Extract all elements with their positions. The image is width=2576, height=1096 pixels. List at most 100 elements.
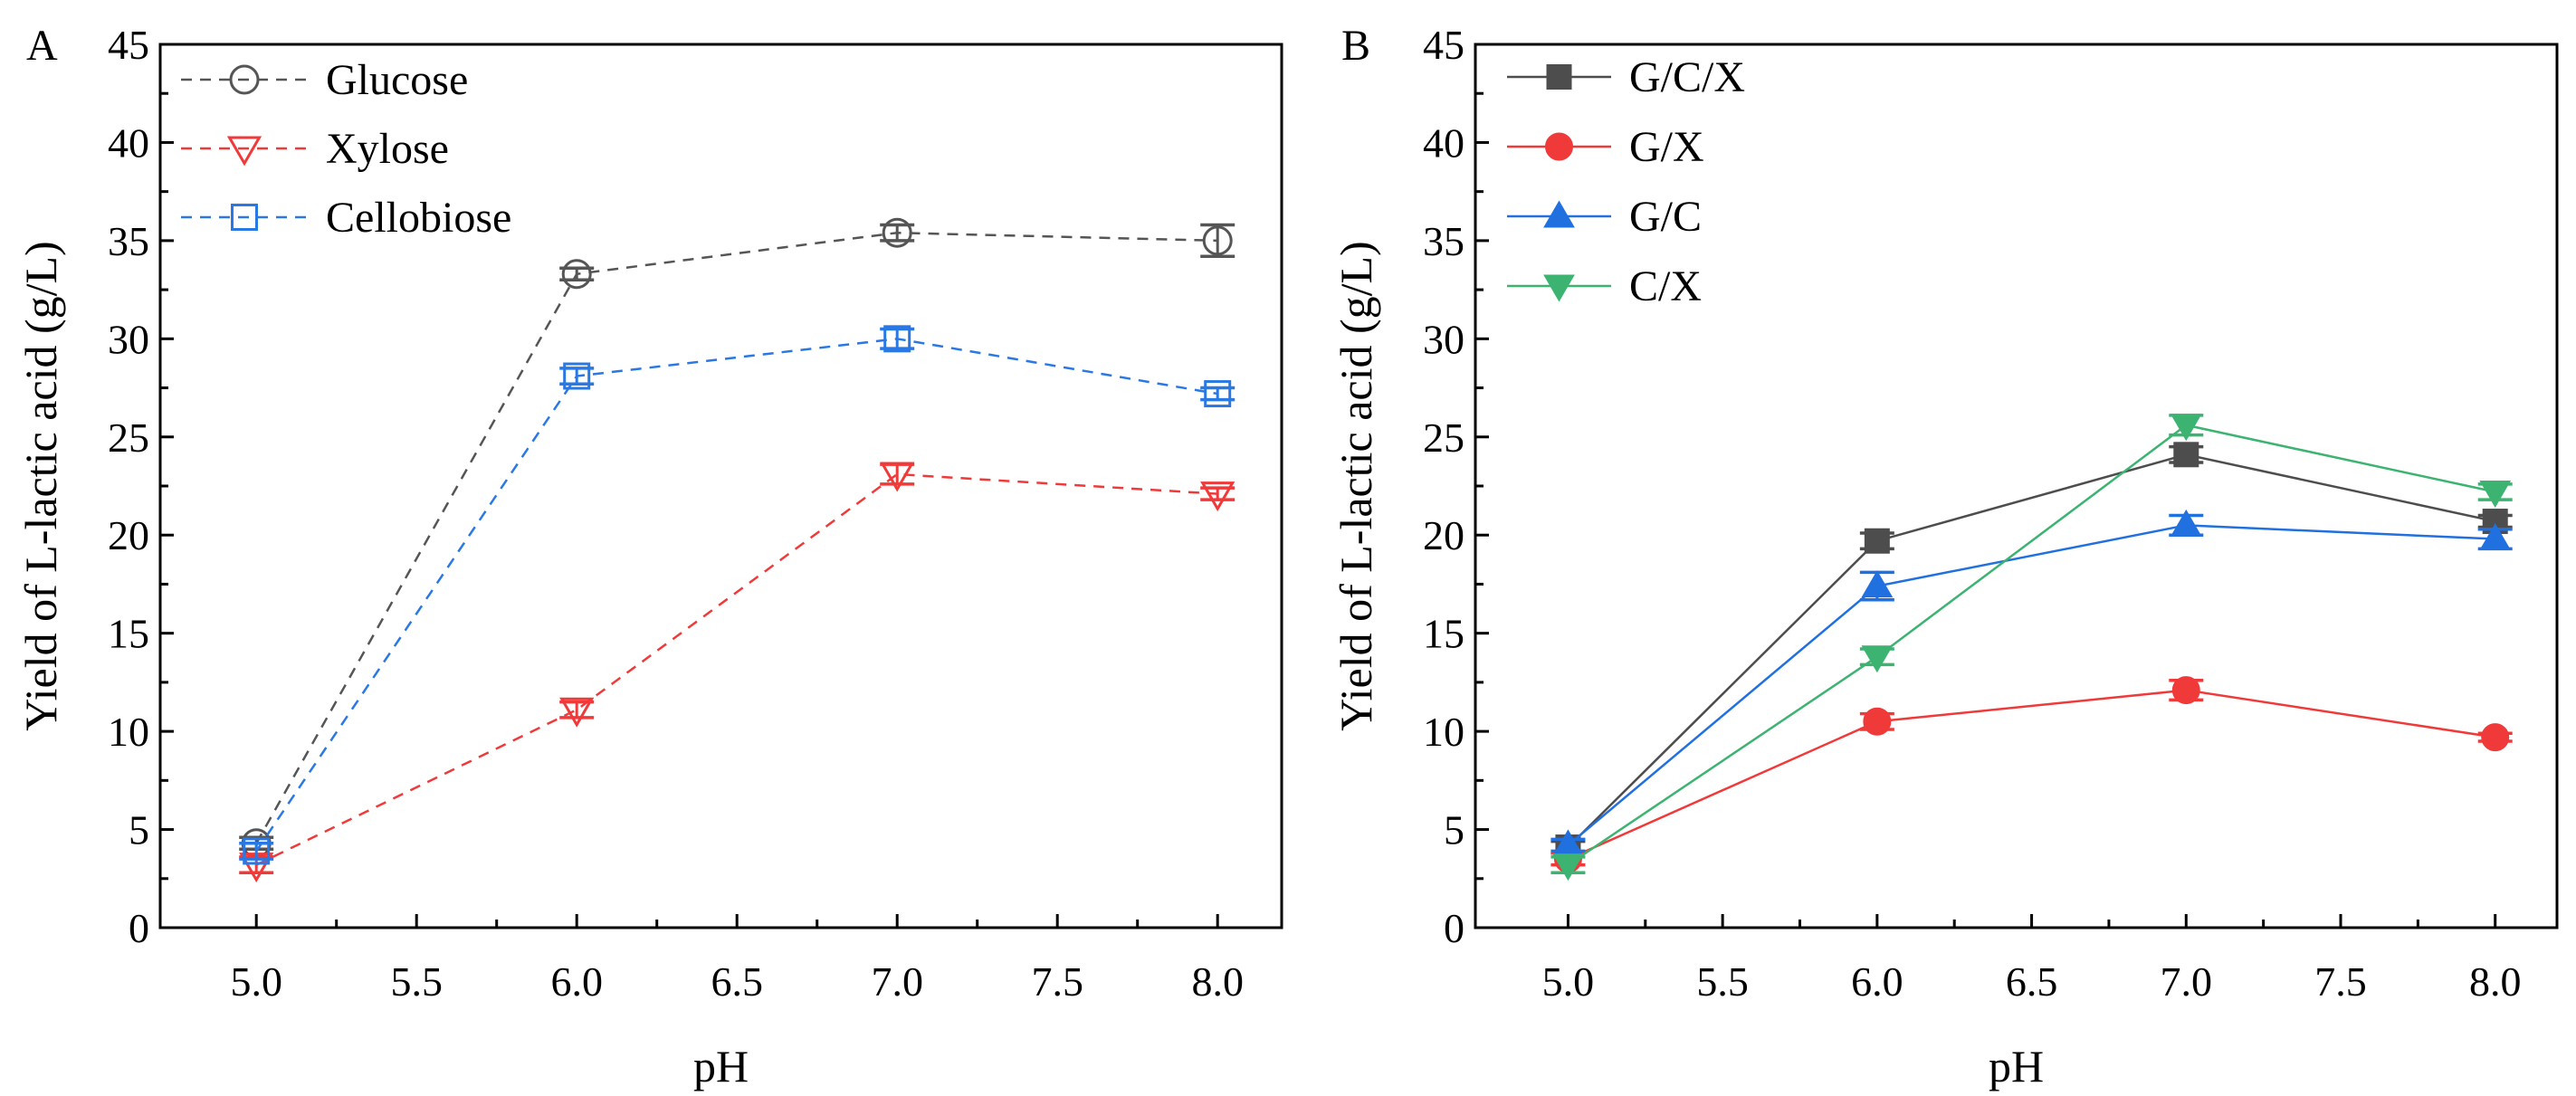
data-point xyxy=(2479,523,2512,551)
y-tick-label: 45 xyxy=(1423,22,1465,68)
data-point xyxy=(1863,707,1892,736)
legend-label: G/X xyxy=(1629,123,1704,171)
y-tick-label: 20 xyxy=(108,512,149,558)
legend-marker xyxy=(1543,274,1575,302)
legend-item: G/C/X xyxy=(1507,53,1745,101)
data-point xyxy=(2173,442,2199,468)
data-point xyxy=(883,325,911,353)
y-tick-label: 10 xyxy=(108,709,149,755)
data-point xyxy=(243,837,271,865)
data-point xyxy=(2479,481,2512,509)
series-g-c-x xyxy=(1550,442,2513,861)
legend-marker xyxy=(1543,200,1575,228)
data-point xyxy=(559,697,595,728)
y-tick-label: 5 xyxy=(1444,807,1465,853)
panel-label: B xyxy=(1341,22,1370,70)
y-tick-label: 40 xyxy=(1423,119,1465,166)
x-tick-label: 5.0 xyxy=(1542,958,1595,1005)
data-point xyxy=(2170,414,2202,442)
series-line xyxy=(255,338,1218,853)
legend-item: Xylose xyxy=(181,125,449,173)
legend-marker xyxy=(231,204,258,231)
series-line xyxy=(1567,453,2495,848)
x-axis-label: pH xyxy=(1989,1041,2044,1091)
legend-label: G/C xyxy=(1629,193,1702,241)
panel-label: A xyxy=(26,22,58,70)
x-tick-label: 8.0 xyxy=(1191,958,1244,1005)
legend-item: G/C xyxy=(1507,193,1702,241)
x-tick-label: 5.0 xyxy=(230,958,282,1005)
x-tick-label: 6.5 xyxy=(711,958,763,1005)
x-tick-label: 5.5 xyxy=(390,958,443,1005)
series-glucose xyxy=(239,217,1236,859)
data-point xyxy=(563,362,591,390)
y-tick-label: 25 xyxy=(1423,415,1465,461)
x-tick-label: 7.5 xyxy=(1031,958,1083,1005)
plot-frame xyxy=(1474,43,2559,929)
x-axis-label: pH xyxy=(693,1041,749,1091)
y-tick-label: 0 xyxy=(1444,905,1465,951)
data-point xyxy=(1864,528,1890,554)
data-point xyxy=(1200,481,1236,512)
x-tick-label: 6.5 xyxy=(2006,958,2058,1005)
series-xylose xyxy=(239,462,1236,883)
series-line xyxy=(255,472,1218,866)
data-point xyxy=(1861,570,1894,598)
y-tick-label: 20 xyxy=(1423,512,1465,558)
data-point xyxy=(561,259,592,290)
panel-a: 0 5 10 15 20 25 30 35 40 45 5.0 5.5 6.0 6.5 7.0 7.5 8.0 p… xyxy=(15,22,1283,1091)
legend-marker xyxy=(1545,132,1573,161)
series-g-c xyxy=(1550,509,2513,857)
legend-marker xyxy=(226,136,262,167)
error-bar xyxy=(1200,223,1236,258)
series-line xyxy=(255,231,1218,844)
data-point xyxy=(1552,853,1584,882)
y-tick-label: 40 xyxy=(108,119,149,166)
legend-label: Xylose xyxy=(326,125,449,173)
legend-label: C/X xyxy=(1629,262,1702,310)
series-line xyxy=(1567,424,2495,866)
legend-label: Glucose xyxy=(326,56,468,104)
error-bar xyxy=(559,700,595,720)
plot-frame xyxy=(158,43,1283,929)
legend-item: G/X xyxy=(1507,123,1704,171)
x-tick-label: 7.5 xyxy=(2314,958,2367,1005)
y-tick-label: 35 xyxy=(108,218,149,264)
legend-item: Cellobiose xyxy=(181,194,511,242)
series-cellobiose xyxy=(239,325,1236,865)
x-tick-label: 7.0 xyxy=(871,958,923,1005)
legend-marker xyxy=(1546,64,1572,90)
y-tick-label: 10 xyxy=(1423,709,1465,755)
legend-marker xyxy=(229,64,260,95)
y-tick-label: 0 xyxy=(129,905,149,951)
y-tick-label: 5 xyxy=(129,807,149,853)
legend: Glucose Xylose Cellobiose xyxy=(181,56,511,242)
x-tick-label: 6.0 xyxy=(550,958,603,1005)
data-point xyxy=(1204,380,1232,408)
legend: G/C/X G/X G/C C/X xyxy=(1507,53,1745,310)
x-tick-label: 5.5 xyxy=(1696,958,1749,1005)
data-point xyxy=(1861,645,1894,673)
y-tick-label: 30 xyxy=(108,316,149,362)
series-line xyxy=(1567,524,2495,846)
legend-label: Cellobiose xyxy=(326,194,511,242)
y-tick-label: 25 xyxy=(108,415,149,461)
series-c-x xyxy=(1550,414,2513,882)
series-g-x xyxy=(1550,676,2513,873)
data-point xyxy=(880,462,915,492)
y-axis-label: Yield of L-lactic acid (g/L) xyxy=(1331,241,1381,730)
y-tick-label: 15 xyxy=(1423,611,1465,657)
data-point xyxy=(882,217,912,248)
series-line xyxy=(1567,689,2495,861)
data-point xyxy=(2170,509,2202,537)
x-tick-label: 8.0 xyxy=(2469,958,2522,1005)
x-tick-label: 7.0 xyxy=(2161,958,2213,1005)
data-point xyxy=(2171,676,2200,705)
x-tick-label: 6.0 xyxy=(1851,958,1903,1005)
y-tick-label: 30 xyxy=(1423,316,1465,362)
data-point xyxy=(2481,723,2510,752)
data-point xyxy=(1202,225,1233,256)
y-tick-label: 15 xyxy=(108,611,149,657)
y-tick-label: 45 xyxy=(108,22,149,68)
